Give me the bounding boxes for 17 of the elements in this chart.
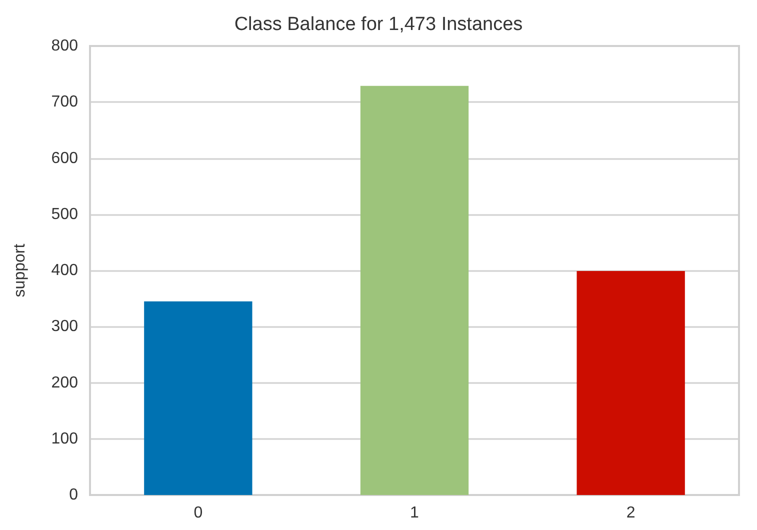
y-tick-label: 400 (51, 262, 78, 279)
y-tick-label: 700 (51, 94, 78, 111)
y-tick-label: 300 (51, 318, 78, 336)
y-tick-label: 600 (51, 150, 78, 167)
chart-title: Class Balance for 1,473 Instances (234, 14, 523, 35)
x-tick-label: 1 (410, 504, 420, 522)
y-tick-label: 800 (51, 38, 78, 54)
bar (576, 271, 685, 495)
y-tick-label: 200 (51, 374, 78, 392)
y-tick-label: 100 (51, 430, 78, 448)
x-tick-label: 0 (194, 504, 203, 522)
y-tick-label: 0 (69, 486, 78, 504)
x-tick-label: 2 (626, 504, 636, 522)
bar (360, 86, 469, 495)
y-axis-title: support (12, 243, 28, 298)
y-tick-label: 500 (51, 206, 78, 223)
bar (144, 301, 252, 495)
